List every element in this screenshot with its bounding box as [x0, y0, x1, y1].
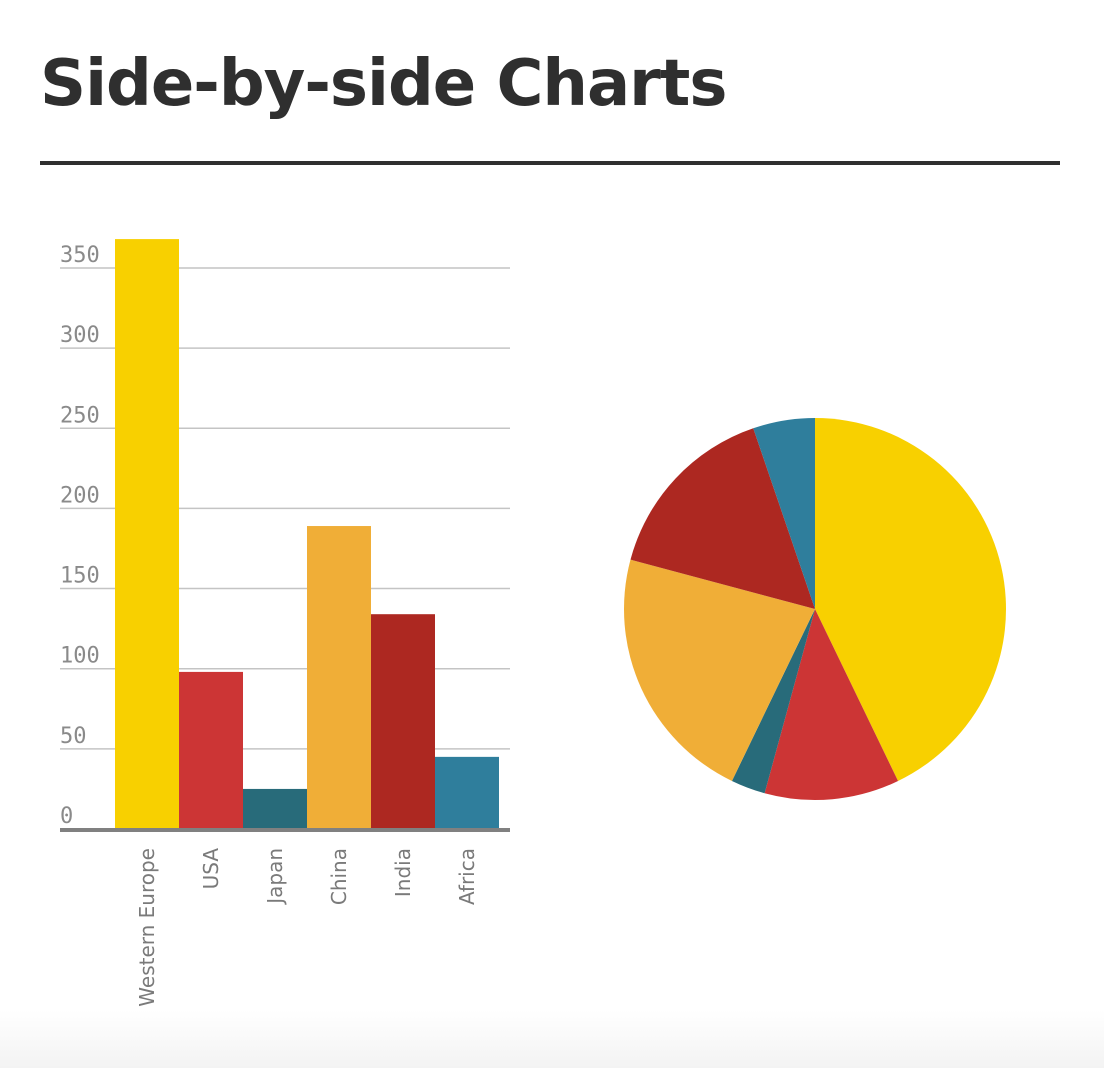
bar-africa [435, 756, 499, 829]
y-tick-label: 250 [60, 403, 100, 428]
title-divider [40, 161, 1060, 165]
y-tick-label: 0 [60, 804, 73, 829]
bar-western-europe [115, 239, 179, 829]
x-tick-label: China [327, 848, 351, 905]
x-tick-label: Africa [455, 848, 479, 905]
page-title: Side-by-side Charts [40, 47, 727, 121]
bar-india [371, 614, 435, 829]
pie-slice-western-europe [815, 418, 1006, 781]
x-tick-label: Western Europe [135, 848, 159, 1007]
pie-slice-africa [753, 418, 815, 609]
pie-slice-japan [731, 609, 815, 794]
y-tick-label: 200 [60, 483, 100, 508]
y-tick-label: 350 [60, 243, 100, 268]
y-tick-label: 50 [60, 724, 87, 749]
bar-usa [179, 671, 243, 829]
bar-china [307, 526, 371, 829]
pie-slice-usa [764, 609, 899, 800]
y-tick-label: 150 [60, 564, 100, 589]
x-tick-label: India [391, 848, 415, 897]
y-tick-label: 300 [60, 323, 100, 348]
x-tick-label: USA [199, 848, 223, 890]
y-tick-label: 100 [60, 644, 100, 669]
bar-japan [243, 788, 307, 829]
pie-slice-india [630, 428, 815, 609]
x-tick-label: Japan [263, 848, 287, 906]
pie-chart [623, 418, 1006, 800]
pie-slice-china [623, 559, 815, 781]
footer-strip [0, 1010, 1104, 1068]
bar-chart: 0 50 100 150 200 250 300 350 Western Europe USA Ja… [60, 239, 510, 1007]
